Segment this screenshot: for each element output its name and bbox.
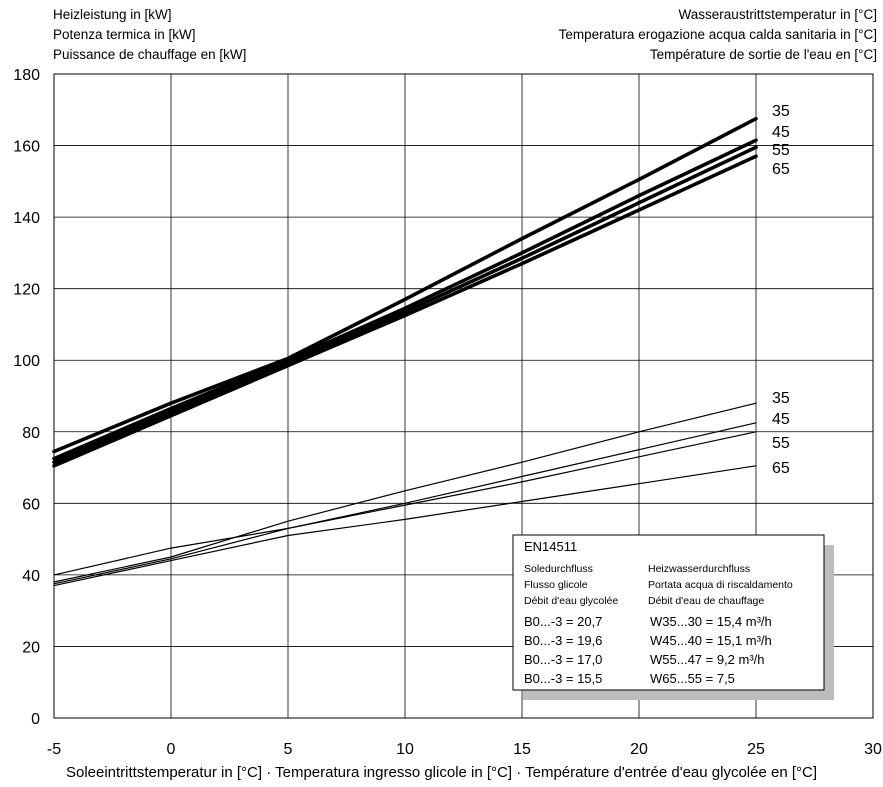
curve-label-35: 35 [772,390,790,407]
y-tick-label: 40 [22,568,40,585]
bold-curve-65 [52,154,758,468]
curve-legend-title-de: Wasseraustrittstemperatur in [°C] [678,7,877,22]
y-tick-label: 80 [22,425,40,442]
x-tick-label: 25 [747,741,765,758]
bold-curve-55 [52,145,758,465]
curve-label-45: 45 [772,411,790,428]
info-box-right-header: Débit d'eau de chauffage [648,595,764,607]
x-tick-label: 0 [167,741,176,758]
thin-curve-65 [53,465,757,587]
y-axis-title-fr: Puissance de chauffage en [kW] [53,47,247,62]
curve-label-65: 65 [772,161,790,178]
info-box-left-header: Débit d'eau glycolée [524,595,618,607]
info-box-frame [512,534,825,691]
curve-label-45: 45 [772,124,790,141]
y-tick-label: 100 [13,353,40,370]
bold-curve-35 [52,116,758,454]
info-box-row-left: B0...-3 = 17,0 [524,652,602,667]
y-tick-label: 120 [13,282,40,299]
curve-label-55: 55 [772,142,790,159]
x-tick-label: 15 [513,741,531,758]
y-axis-title-it: Potenza termica in [kW] [53,27,196,42]
curve-label-65: 65 [772,460,790,477]
info-box-row-left: B0...-3 = 20,7 [524,614,602,629]
info-box: EN14511 Soledurchfluss Flusso glicole Débit… [512,534,834,700]
info-box-row-right: W55...47 = 9,2 m³/h [650,652,765,667]
x-axis-title: Soleeintrittstemperatur in [°C] · Temper… [65,764,818,781]
y-tick-label: 180 [13,67,40,84]
info-box-row-left: B0...-3 = 19,6 [524,633,602,648]
curve-legend-title-block: Wasseraustrittstemperatur in [°C] Temper… [559,5,877,65]
y-axis-title-de: Heizleistung in [kW] [53,7,172,22]
thin-curve-35 [53,402,757,583]
y-tick-label: 140 [13,210,40,227]
curve-label-35: 35 [772,103,790,120]
curves [52,116,758,587]
info-box-row-right: W45...40 = 15,1 m³/h [650,633,772,648]
y-tick-labels: 0 20 40 60 80 100 120 140 160 180 [13,67,40,728]
info-box-title: EN14511 [524,539,577,554]
info-box-row-right: W35...30 = 15,4 m³/h [650,614,772,629]
curve-label-55: 55 [772,435,790,452]
x-tick-labels: -5 0 5 10 15 20 25 30 [47,741,882,758]
y-tick-label: 20 [22,639,40,656]
y-tick-label: 0 [31,711,40,728]
x-tick-label: -5 [47,741,61,758]
x-tick-label: 30 [864,741,882,758]
thin-curve-45 [53,422,757,585]
y-tick-label: 60 [22,496,40,513]
y-tick-label: 160 [13,139,40,156]
x-tick-label: 10 [396,741,414,758]
plot-frame [53,73,874,719]
info-box-row-left: B0...-3 = 15,5 [524,671,602,686]
info-box-right-header: Heizwasserdurchfluss [648,563,750,575]
x-tick-label: 20 [630,741,648,758]
info-box-right-header: Portata acqua di riscaldamento [648,579,793,591]
info-box-row-right: W65...55 = 7,5 [650,671,735,686]
y-axis-title-block: Heizleistung in [kW] Potenza termica in … [53,5,246,65]
x-tick-label: 5 [284,741,293,758]
info-box-left-header: Soledurchfluss [524,563,593,575]
thin-curve-55 [53,431,757,576]
bold-curve-45 [52,138,758,461]
curve-legend-title-fr: Température de sortie de l'eau en [°C] [649,47,877,62]
info-box-left-header: Flusso glicole [524,579,588,591]
curve-legend-title-it: Temperatura erogazione acqua calda sanit… [558,27,877,42]
